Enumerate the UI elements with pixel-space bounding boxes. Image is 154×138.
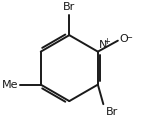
Text: −: − <box>125 33 132 42</box>
Text: +: + <box>104 37 110 46</box>
Text: Me: Me <box>2 80 19 90</box>
Text: O: O <box>120 34 129 44</box>
Text: Br: Br <box>106 107 118 117</box>
Text: N: N <box>99 40 107 50</box>
Text: Br: Br <box>63 2 75 12</box>
